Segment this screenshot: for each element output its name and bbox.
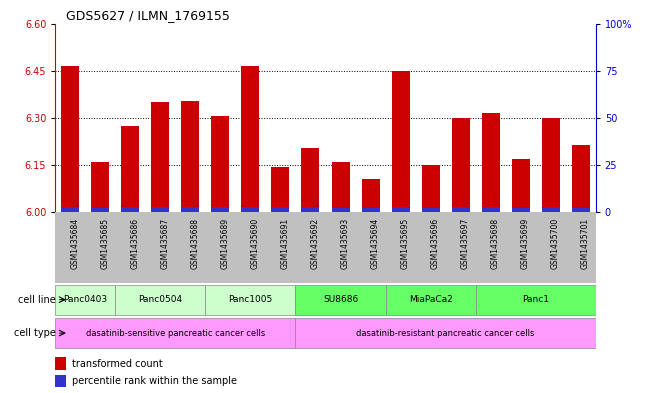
Text: dasatinib-sensitive pancreatic cancer cells: dasatinib-sensitive pancreatic cancer ce…: [86, 329, 265, 338]
Bar: [452, 118, 469, 212]
Bar: [482, 113, 499, 212]
Bar: [452, 207, 469, 212]
Bar: [476, 285, 596, 315]
Bar: [422, 165, 439, 212]
Bar: [115, 285, 206, 315]
Text: GSM1435689: GSM1435689: [221, 218, 229, 269]
Text: GSM1435691: GSM1435691: [281, 218, 290, 269]
Bar: [121, 207, 139, 212]
Bar: [331, 208, 350, 212]
Text: MiaPaCa2: MiaPaCa2: [409, 295, 452, 304]
Bar: [385, 285, 476, 315]
Bar: [301, 148, 320, 212]
Text: GSM1435685: GSM1435685: [100, 218, 109, 269]
Bar: [361, 179, 380, 212]
Bar: [91, 208, 109, 212]
Text: GSM1435688: GSM1435688: [191, 218, 199, 269]
Bar: [422, 208, 439, 212]
Bar: [482, 207, 499, 212]
Text: GSM1435700: GSM1435700: [551, 218, 560, 269]
Text: GSM1435699: GSM1435699: [521, 218, 530, 269]
Bar: [296, 285, 385, 315]
Text: GSM1435690: GSM1435690: [251, 218, 260, 269]
Bar: [55, 318, 296, 348]
Text: GSM1435687: GSM1435687: [160, 218, 169, 269]
Bar: [296, 318, 596, 348]
Text: GSM1435693: GSM1435693: [340, 218, 350, 269]
Text: percentile rank within the sample: percentile rank within the sample: [72, 376, 236, 386]
Text: GSM1435701: GSM1435701: [581, 218, 590, 269]
Bar: [61, 66, 79, 212]
Bar: [512, 208, 530, 212]
Text: GSM1435695: GSM1435695: [400, 218, 409, 269]
Text: transformed count: transformed count: [72, 358, 162, 369]
Text: GSM1435694: GSM1435694: [370, 218, 380, 269]
Bar: [91, 162, 109, 212]
Bar: [152, 207, 169, 212]
Bar: [271, 207, 290, 212]
Bar: [542, 207, 560, 212]
Bar: [242, 207, 260, 212]
Bar: [55, 357, 66, 369]
Bar: [301, 207, 320, 212]
Text: GSM1435686: GSM1435686: [130, 218, 139, 269]
Text: cell type: cell type: [14, 328, 56, 338]
Text: GSM1435696: GSM1435696: [430, 218, 439, 269]
Bar: [542, 118, 560, 212]
Text: GSM1435697: GSM1435697: [461, 218, 469, 269]
Bar: [182, 101, 199, 212]
Text: Panc0403: Panc0403: [63, 295, 107, 304]
Bar: [212, 207, 229, 212]
Bar: [55, 285, 115, 315]
Bar: [206, 285, 296, 315]
Bar: [61, 207, 79, 212]
Text: GSM1435684: GSM1435684: [70, 218, 79, 269]
Bar: [182, 207, 199, 212]
Bar: [242, 66, 260, 212]
Text: GSM1435692: GSM1435692: [311, 218, 320, 269]
Bar: [121, 126, 139, 212]
Bar: [212, 116, 229, 212]
Text: dasatinib-resistant pancreatic cancer cells: dasatinib-resistant pancreatic cancer ce…: [356, 329, 534, 338]
Bar: [152, 102, 169, 212]
Bar: [271, 167, 290, 212]
Bar: [391, 71, 409, 212]
Bar: [331, 162, 350, 212]
Text: Panc1: Panc1: [522, 295, 549, 304]
Bar: [55, 375, 66, 387]
Bar: [361, 208, 380, 212]
Text: cell line: cell line: [18, 295, 56, 305]
Text: SU8686: SU8686: [323, 295, 358, 304]
Bar: [572, 208, 590, 212]
Text: GSM1435698: GSM1435698: [491, 218, 499, 269]
Bar: [572, 145, 590, 212]
Text: GDS5627 / ILMN_1769155: GDS5627 / ILMN_1769155: [66, 9, 230, 22]
Bar: [512, 159, 530, 212]
Text: Panc1005: Panc1005: [229, 295, 273, 304]
Text: Panc0504: Panc0504: [138, 295, 182, 304]
Bar: [391, 207, 409, 212]
